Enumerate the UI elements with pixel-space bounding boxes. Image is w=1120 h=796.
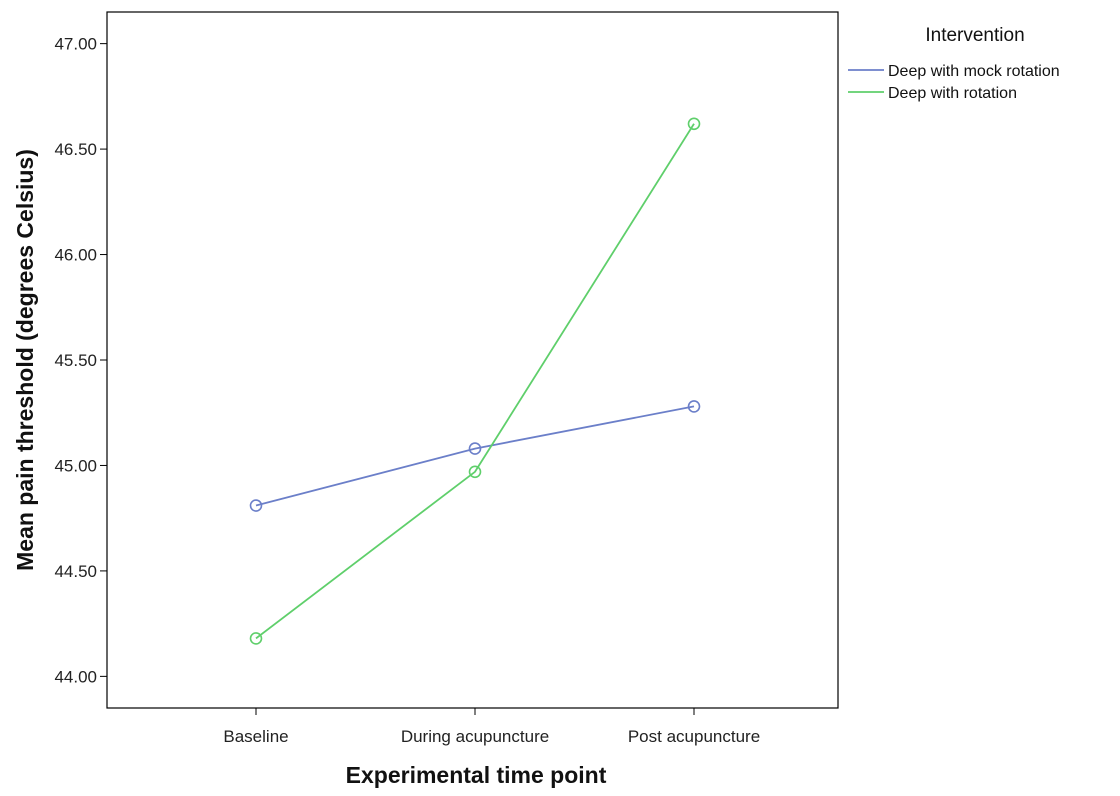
x-tick-label: Post acupuncture <box>628 727 760 746</box>
legend-label: Deep with mock rotation <box>888 63 1060 80</box>
y-axis-title: Mean pain threshold (degrees Celsius) <box>12 149 38 571</box>
data-point <box>468 442 482 455</box>
data-point <box>249 632 263 645</box>
series-line <box>255 405 695 507</box>
data-point <box>687 117 701 131</box>
y-tick-label: 47.00 <box>54 35 97 54</box>
legend: Intervention Deep with mock rotationDeep… <box>848 25 1060 102</box>
y-tick-label: 45.00 <box>54 456 97 475</box>
data-point <box>468 465 482 479</box>
y-axis-ticks: 44.00 44.50 45.00 45.50 46.00 46.50 47.00 <box>54 35 107 686</box>
y-tick-label: 46.00 <box>54 246 97 265</box>
x-axis-title: Experimental time point <box>346 762 607 788</box>
x-axis-ticks: Baseline During acupuncture Post acupunctu… <box>223 708 760 746</box>
y-tick-label: 44.00 <box>54 667 97 686</box>
plot-frame <box>106 11 839 709</box>
series-layer <box>249 117 701 645</box>
y-tick-label: 44.50 <box>54 562 97 581</box>
legend-items: Deep with mock rotation Deep with rotatio… <box>848 63 1060 102</box>
data-point <box>249 499 263 512</box>
x-tick-label: During acupuncture <box>401 727 549 746</box>
x-tick-label: Baseline <box>223 727 288 746</box>
y-tick-label: 45.50 <box>54 351 97 370</box>
y-tick-label: 46.50 <box>54 140 97 159</box>
data-point <box>687 400 701 413</box>
series-line <box>255 123 695 640</box>
legend-label: Deep with rotation <box>888 85 1017 102</box>
legend-title: Intervention <box>925 25 1024 46</box>
